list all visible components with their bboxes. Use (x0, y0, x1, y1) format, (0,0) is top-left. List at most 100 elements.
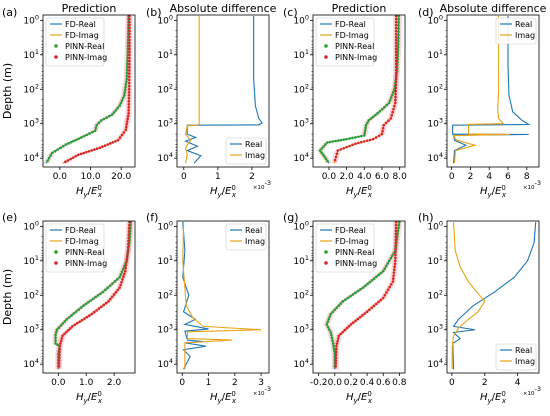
series-point-pinn-real (125, 71, 129, 75)
legend-label: FD-Real (335, 226, 366, 235)
series-point-pinn-imag (114, 139, 117, 143)
series-point-pinn-imag (67, 328, 70, 332)
series-point-pinn-imag (101, 145, 104, 149)
legend: Real Imag (225, 223, 267, 251)
series-point-pinn-real (371, 115, 375, 119)
series-line-imag (182, 222, 262, 370)
series-point-pinn-imag (127, 78, 131, 82)
series-point-pinn-real (323, 155, 326, 158)
series-point-pinn-real (59, 324, 63, 327)
series-point-pinn-imag (394, 44, 398, 48)
series-point-pinn-imag (128, 17, 131, 21)
series-point-pinn-imag (394, 238, 398, 242)
series-point-pinn-imag (66, 159, 70, 162)
plot-area (52, 221, 134, 370)
legend-label: FD-Imag (335, 31, 369, 40)
series-point-pinn-real (59, 146, 62, 150)
x-tick-label: 1 (206, 378, 212, 388)
y-tick-label: 102 (293, 288, 309, 301)
series-point-pinn-real (329, 312, 333, 316)
x-tick-label: 6 (505, 172, 511, 182)
x-scale-note: ×10-3 (523, 385, 541, 397)
series-point-pinn-imag (123, 272, 126, 276)
series-point-pinn-real (69, 140, 73, 144)
series-point-pinn-imag (63, 332, 66, 336)
series-point-pinn-imag (128, 56, 131, 60)
x-axis-label: Hy​/E0x​ (76, 390, 103, 405)
series-point-pinn-imag (394, 77, 398, 81)
series-point-pinn-imag (128, 62, 131, 66)
series-point-pinn-imag (97, 307, 101, 310)
series-point-pinn-imag (127, 93, 131, 97)
series-point-pinn-imag (87, 150, 91, 153)
series-point-pinn-imag (394, 17, 398, 21)
y-tick-label: 100 (293, 13, 309, 26)
series-point-pinn-imag (334, 365, 337, 368)
series-point-pinn-real (105, 116, 108, 119)
series-point-pinn-imag (127, 81, 131, 85)
series-point-pinn-real (91, 297, 95, 301)
series-line-real (182, 221, 209, 370)
series-point-pinn-imag (394, 59, 398, 63)
series-point-pinn-real (95, 123, 98, 127)
series-point-pinn-imag (335, 344, 338, 348)
x-tick-label: 20.0 (111, 172, 131, 182)
series-point-pinn-imag (128, 72, 131, 75)
panel-c: (c) Prediction 100 101 102 103 104 0.0 2.0 4.0 6.0… (283, 2, 407, 199)
y-tick-label: 101 (23, 48, 39, 61)
series-point-pinn-imag (394, 56, 398, 60)
legend-label: FD-Real (65, 226, 96, 235)
series-point-pinn-imag (122, 275, 125, 278)
series-point-pinn-imag (336, 339, 339, 343)
series-point-pinn-imag (394, 74, 398, 78)
legend-marker (54, 55, 58, 59)
series-point-pinn-imag (394, 47, 398, 51)
legend-label: PINN-Real (65, 42, 104, 51)
series-point-pinn-real (77, 308, 80, 311)
series-point-pinn-real (324, 143, 327, 146)
series-point-pinn-real (354, 291, 357, 295)
legend-marker (54, 261, 58, 265)
series-point-pinn-real (104, 288, 107, 292)
x-tick-label: 0 (179, 378, 185, 388)
legend-label: Imag (515, 31, 535, 40)
series-point-pinn-real (326, 320, 330, 324)
series-point-pinn-real (67, 142, 70, 145)
series-point-pinn-real (381, 269, 385, 273)
legend: FD-Real FD-Imag PINN-Real PINN-Imag (315, 223, 377, 273)
x-tick-label: 0.4 (360, 378, 375, 388)
series-point-pinn-imag (58, 356, 61, 360)
series-point-pinn-real (80, 136, 83, 139)
series-point-pinn-real (385, 103, 389, 107)
series-point-pinn-imag (128, 38, 131, 42)
series-point-pinn-imag (370, 306, 373, 310)
legend: FD-Real FD-Imag PINN-Real PINN-Imag (45, 223, 107, 273)
x-tick-label: 4 (515, 378, 521, 388)
series-point-pinn-real (341, 300, 345, 303)
x-tick-label: 0.6 (376, 378, 391, 388)
y-tick-label: 102 (427, 82, 443, 95)
series-point-pinn-imag (388, 285, 391, 289)
series-point-pinn-imag (334, 356, 338, 360)
series-point-pinn-imag (394, 86, 398, 90)
series-point-pinn-imag (348, 144, 351, 148)
series-point-pinn-real (63, 320, 67, 323)
series-point-pinn-imag (118, 286, 121, 289)
series-point-pinn-real (397, 36, 400, 40)
series-point-pinn-real (120, 99, 124, 102)
series-point-pinn-real (397, 223, 401, 227)
legend: Real Imag (495, 17, 537, 45)
y-tick-label: 103 (157, 323, 173, 336)
series-point-pinn-imag (394, 89, 398, 93)
series-point-pinn-real (376, 112, 379, 115)
series-point-pinn-imag (71, 156, 75, 159)
series-point-pinn-real (97, 121, 101, 125)
series-point-pinn-imag (108, 142, 112, 145)
series-point-pinn-real (94, 126, 98, 130)
x-tick-label: 1 (215, 172, 221, 182)
series-point-pinn-real (125, 74, 129, 78)
x-tick-label: 2 (482, 378, 488, 388)
series-point-pinn-real (398, 221, 401, 224)
series-point-pinn-imag (58, 350, 61, 354)
series-point-pinn-real (363, 134, 366, 137)
